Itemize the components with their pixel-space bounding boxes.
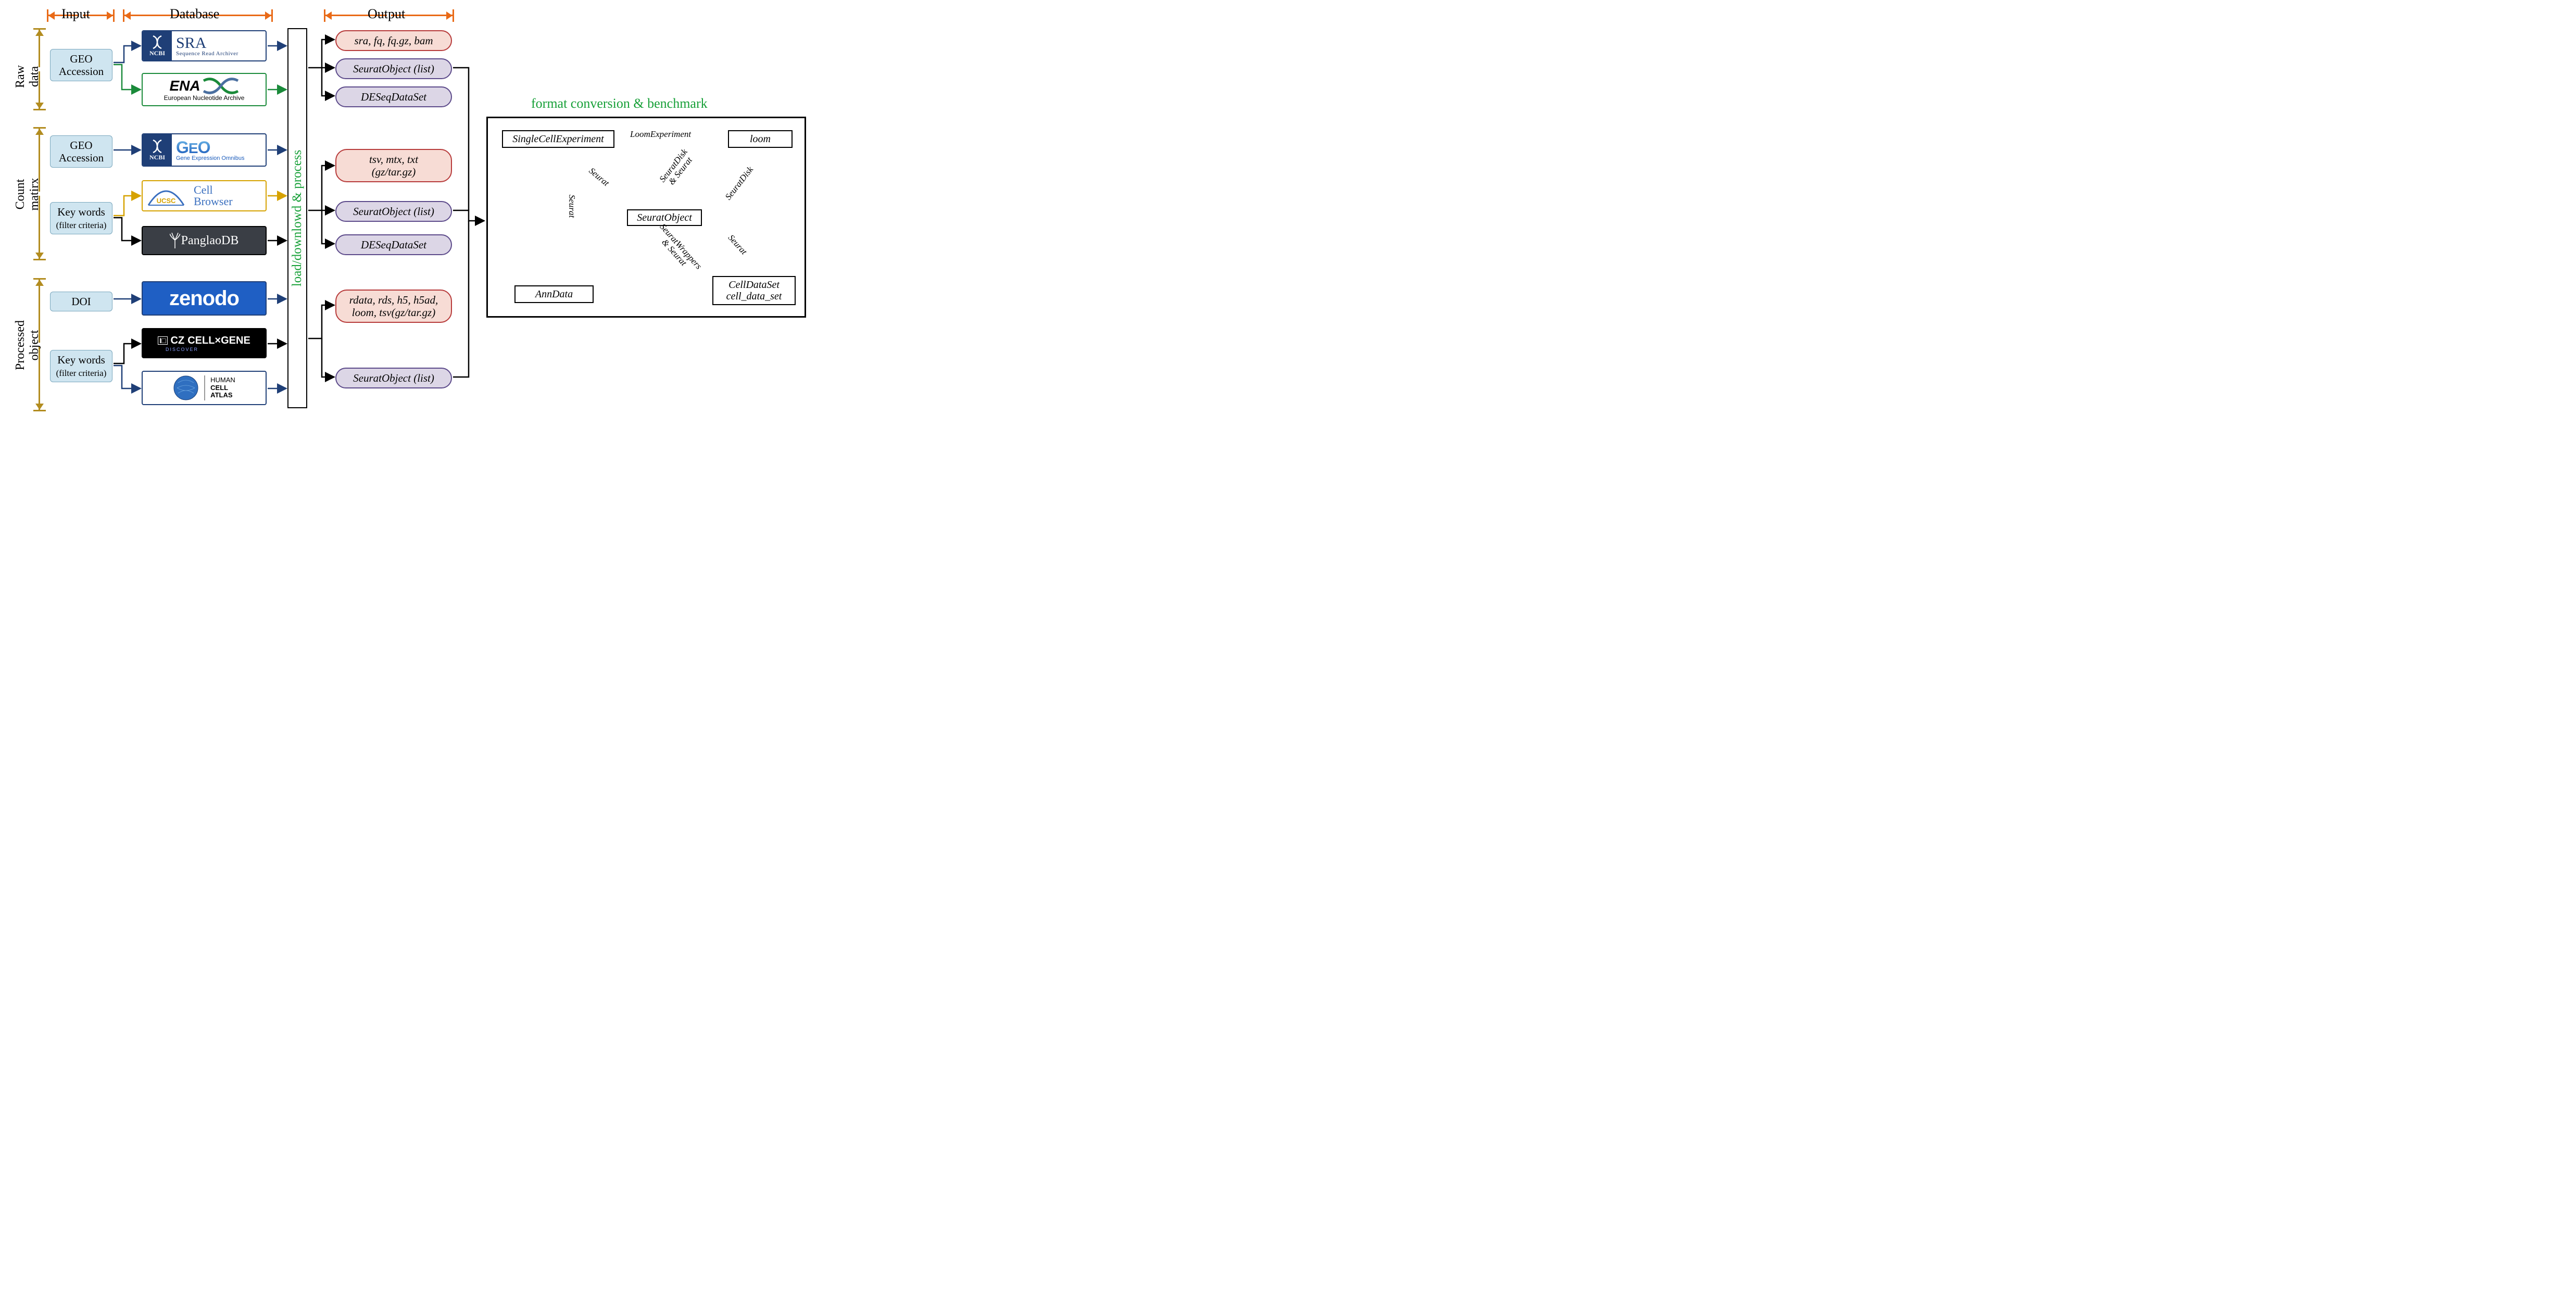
db-geo: NCBI GEO Gene Expression Omnibus — [142, 133, 267, 167]
workflow-diagram: Input Database Output Rawdata Countmatir… — [5, 5, 818, 422]
svg-text:UCSC: UCSC — [157, 197, 176, 205]
ena-dna-icon — [203, 78, 239, 94]
palm-icon — [170, 233, 180, 248]
node-anndata: AnnData — [514, 285, 594, 303]
input-keywords-count: Key words(filter criteria) — [50, 202, 112, 234]
db-zenodo: zenodo — [142, 281, 267, 316]
process-box: load/downlowd & process — [287, 28, 307, 408]
input-keywords-processed: Key words(filter criteria) — [50, 350, 112, 382]
row-label-processed: Processedobject — [14, 311, 42, 379]
output-seurat-3: SeuratObject (list) — [335, 368, 452, 388]
hca-sphere-icon — [173, 375, 199, 401]
input-geo-accession-count: GEOAccession — [50, 135, 112, 168]
input-doi: DOI — [50, 292, 112, 311]
output-deseq-1: DESeqDataSet — [335, 86, 452, 107]
output-proc-files: rdata, rds, h5, h5ad,loom, tsv(gz/tar.gz… — [335, 290, 452, 323]
db-cellbrowser: UCSC CellBrowser — [142, 180, 267, 211]
db-sra: NCBI SRASequence Read Archiver — [142, 30, 267, 61]
node-cds: CellDataSetcell_data_set — [712, 276, 796, 305]
output-deseq-2: DESeqDataSet — [335, 234, 452, 255]
header-input: Input — [61, 6, 90, 22]
db-cellxgene: I□ CZ CELL×GENE DISCOVER — [142, 328, 267, 358]
output-raw-files: sra, fq, fq.gz, bam — [335, 30, 452, 51]
ncbi-dna-icon — [151, 139, 164, 154]
header-database: Database — [170, 6, 219, 22]
node-sce: SingleCellExperiment — [502, 130, 614, 148]
row-label-count: Countmatirx — [14, 166, 42, 223]
output-seurat-2: SeuratObject (list) — [335, 201, 452, 222]
node-loom: loom — [728, 130, 793, 148]
input-geo-accession-raw: GEOAccession — [50, 49, 112, 81]
conversion-title: format conversion & benchmark — [531, 96, 708, 111]
edge-loomexp: LoomExperiment — [630, 129, 691, 140]
header-output: Output — [368, 6, 405, 22]
output-count-files: tsv, mtx, txt(gz/tar.gz) — [335, 149, 452, 182]
process-label: load/downlowd & process — [290, 150, 305, 286]
row-label-raw: Rawdata — [14, 48, 42, 105]
ncbi-dna-icon — [151, 35, 164, 49]
db-ena: ENA European Nucleotide Archive — [142, 73, 267, 106]
output-seurat-1: SeuratObject (list) — [335, 58, 452, 79]
db-panglaodb: PanglaoDB — [142, 226, 267, 255]
edge-seurat-anndata: Seurat — [567, 195, 577, 218]
db-hca: HUMANCELLATLAS — [142, 371, 267, 405]
ucsc-arch-icon: UCSC — [145, 184, 187, 207]
